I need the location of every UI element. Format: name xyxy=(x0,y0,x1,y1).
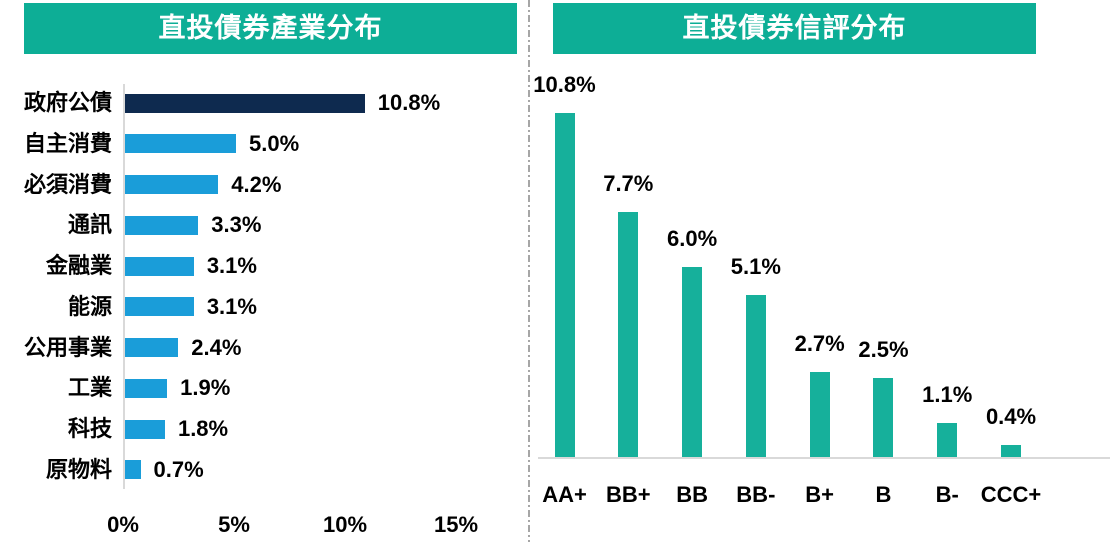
industry-category-label: 金融業 xyxy=(45,253,112,278)
industry-x-tick-label: 5% xyxy=(218,512,250,537)
industry-x-tick-label: 0% xyxy=(107,512,139,537)
industry-bar xyxy=(125,378,168,398)
industry-category-label: 工業 xyxy=(67,375,112,401)
industry-category-label: 自主消費 xyxy=(23,130,112,156)
industry-value-label: 3.1% xyxy=(206,253,257,278)
rating-bar xyxy=(873,378,894,458)
industry-value-label: 2.4% xyxy=(191,334,242,360)
rating-bar xyxy=(554,113,575,458)
industry-bar xyxy=(125,256,194,276)
industry-bar xyxy=(125,338,179,357)
rating-category-label: BB xyxy=(676,482,708,507)
industry-category-label: 政府公債 xyxy=(23,90,112,115)
industry-value-label: 3.3% xyxy=(211,212,262,238)
industry-bar xyxy=(125,297,194,317)
industry-bar xyxy=(125,175,219,194)
industry-category-label: 必須消費 xyxy=(23,171,112,197)
industry-value-label: 4.2% xyxy=(231,171,282,197)
industry-value-label: 1.9% xyxy=(180,375,231,401)
rating-category-label: B xyxy=(875,482,892,507)
industry-bar xyxy=(125,215,199,235)
industry-value-label: 1.8% xyxy=(177,416,229,441)
rating-category-label: AA+ xyxy=(542,482,587,507)
charts-divider-line xyxy=(528,0,530,542)
rating-value-label: 2.7% xyxy=(794,330,845,356)
rating-category-label: BB- xyxy=(736,482,776,507)
industry-bar xyxy=(125,134,236,154)
industry-chart-title: 直投債券產業分布 xyxy=(24,3,517,54)
industry-category-label: 通訊 xyxy=(67,212,112,238)
rating-value-label: 5.1% xyxy=(730,254,781,280)
rating-value-label: 2.5% xyxy=(858,337,909,363)
rating-chart-title: 直投債券信評分布 xyxy=(553,3,1036,54)
rating-category-label: B+ xyxy=(805,482,835,507)
industry-y-axis-line xyxy=(123,84,125,489)
rating-value-label: 0.4% xyxy=(985,404,1037,430)
industry-bar xyxy=(125,93,365,113)
industry-x-tick-label: 10% xyxy=(322,512,368,537)
rating-bar xyxy=(618,212,639,458)
rating-category-label: B- xyxy=(935,482,959,507)
rating-bar xyxy=(745,295,766,458)
industry-value-label: 0.7% xyxy=(153,456,204,482)
industry-bar xyxy=(125,460,141,480)
rating-value-label: 10.8% xyxy=(533,72,596,98)
rating-value-label: 7.7% xyxy=(603,171,654,197)
industry-bar xyxy=(125,419,165,439)
industry-value-label: 5.0% xyxy=(249,130,300,156)
industry-value-label: 10.8% xyxy=(377,90,441,115)
rating-x-axis-line xyxy=(538,457,1110,459)
industry-category-label: 科技 xyxy=(67,416,112,441)
rating-bar xyxy=(682,266,703,458)
rating-category-label: CCC+ xyxy=(980,482,1042,507)
rating-value-label: 1.1% xyxy=(922,381,973,407)
industry-category-label: 公用事業 xyxy=(23,334,112,360)
rating-bar xyxy=(937,422,958,458)
rating-value-label: 6.0% xyxy=(667,225,718,251)
rating-bar xyxy=(1001,445,1022,458)
industry-x-tick-label: 15% xyxy=(433,512,479,537)
industry-category-label: 能源 xyxy=(67,293,112,319)
industry-value-label: 3.1% xyxy=(206,293,257,319)
industry-category-label: 原物料 xyxy=(45,456,112,482)
rating-bar xyxy=(809,371,830,458)
rating-category-label: BB+ xyxy=(605,482,651,507)
